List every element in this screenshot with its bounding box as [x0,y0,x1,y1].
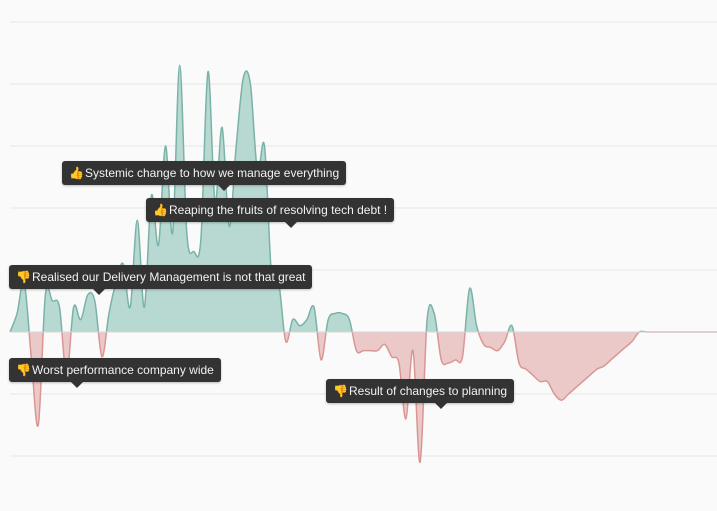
annotation-delivery-management[interactable]: 👎Realised our Delivery Management is not… [9,265,313,295]
thumbs-down-icon: 👎 [16,270,31,284]
annotation-text: Worst performance company wide [32,363,214,377]
annotation-systemic-change[interactable]: 👍Systemic change to how we manage everyt… [62,161,347,191]
annotation-tech-debt[interactable]: 👍Reaping the fruits of resolving tech de… [146,198,395,228]
negative-area [10,332,717,463]
annotation-worst-performance[interactable]: 👎Worst performance company wide [9,358,221,388]
thumbs-down-icon: 👎 [333,384,348,398]
thumbs-up-icon: 👍 [69,166,84,180]
annotation-pointer [218,185,230,191]
annotation-pointer [71,382,83,388]
annotation-planning-changes[interactable]: 👎Result of changes to planning [326,379,515,409]
annotation-pointer [93,289,105,295]
thumbs-down-icon: 👎 [16,363,31,377]
annotation-text: Result of changes to planning [349,384,508,398]
annotation-text: Reaping the fruits of resolving tech deb… [169,203,388,217]
annotation-text: Systemic change to how we manage everyth… [85,166,340,180]
annotation-pointer [435,403,447,409]
thumbs-up-icon: 👍 [153,203,168,217]
positive-line [9,64,717,332]
negative-line [10,332,717,463]
annotation-pointer [285,222,297,228]
annotation-text: Realised our Delivery Management is not … [32,270,306,284]
